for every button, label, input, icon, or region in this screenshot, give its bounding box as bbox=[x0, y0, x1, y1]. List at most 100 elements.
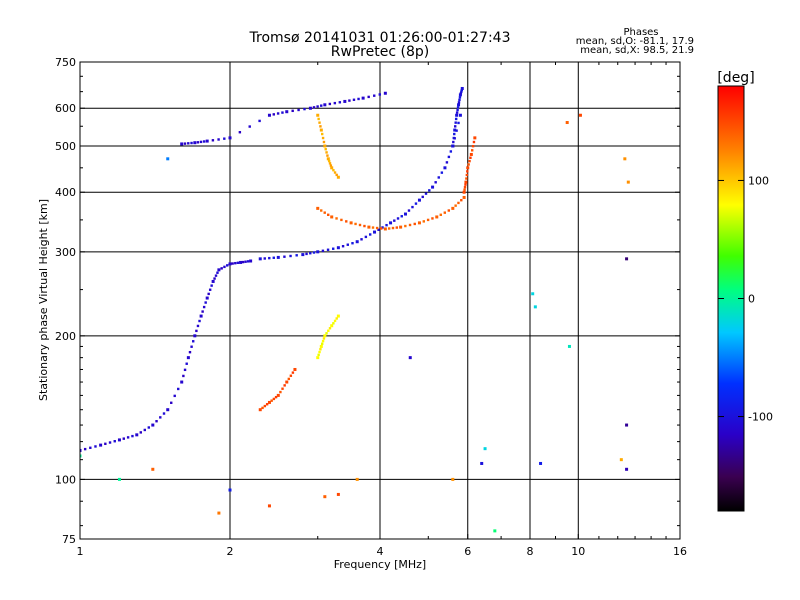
data-point bbox=[180, 142, 184, 146]
y-tick-label: 75 bbox=[62, 533, 76, 546]
data-point bbox=[325, 151, 328, 154]
data-point bbox=[625, 467, 629, 471]
data-point bbox=[443, 211, 446, 214]
data-point bbox=[469, 156, 472, 159]
y-axis-ticks: 75 100 200 300 400 500 600 750 bbox=[55, 56, 680, 546]
chart-subtitle: RwPretec (8p) bbox=[331, 44, 429, 60]
data-point bbox=[316, 356, 320, 360]
data-point bbox=[139, 431, 142, 434]
data-point bbox=[431, 217, 434, 220]
x-tick-label: 10 bbox=[571, 545, 585, 558]
x-tick-label: 1 bbox=[77, 545, 84, 558]
data-point bbox=[183, 368, 187, 372]
data-point bbox=[355, 240, 359, 244]
colorbar-label: [deg] bbox=[717, 70, 754, 86]
data-point bbox=[463, 188, 466, 191]
data-point bbox=[539, 461, 543, 465]
data-point bbox=[170, 401, 173, 404]
data-point bbox=[147, 426, 151, 429]
data-point bbox=[276, 393, 280, 397]
data-point bbox=[435, 215, 439, 219]
data-point bbox=[213, 277, 216, 280]
data-point bbox=[468, 159, 471, 163]
data-point bbox=[263, 257, 266, 260]
data-point bbox=[291, 109, 294, 113]
data-point bbox=[305, 252, 308, 256]
data-point bbox=[471, 149, 474, 152]
data-point bbox=[319, 128, 323, 132]
data-point bbox=[217, 511, 221, 515]
data-point bbox=[400, 215, 403, 218]
data-point bbox=[367, 225, 371, 229]
data-point bbox=[567, 344, 571, 348]
data-point bbox=[352, 98, 356, 101]
data-point bbox=[117, 438, 121, 442]
data-point bbox=[267, 113, 271, 117]
data-point bbox=[336, 314, 340, 318]
data-point bbox=[454, 204, 457, 207]
data-point bbox=[162, 412, 166, 415]
data-point bbox=[312, 251, 316, 254]
data-point bbox=[413, 222, 416, 226]
data-point bbox=[333, 319, 337, 323]
data-point bbox=[422, 220, 425, 223]
data-point bbox=[270, 399, 273, 402]
data-point bbox=[456, 106, 460, 109]
data-point bbox=[455, 113, 459, 117]
data-point bbox=[454, 125, 457, 128]
data-point bbox=[210, 284, 213, 287]
data-point bbox=[454, 121, 457, 124]
data-point bbox=[318, 350, 321, 354]
data-point bbox=[308, 106, 312, 110]
data-point bbox=[453, 128, 457, 132]
data-point bbox=[220, 267, 223, 270]
data-point bbox=[462, 195, 466, 199]
data-point bbox=[332, 247, 335, 250]
colorbar-tick-label: 0 bbox=[748, 293, 755, 306]
data-point bbox=[258, 257, 262, 261]
data-point bbox=[321, 132, 324, 136]
data-point bbox=[185, 362, 188, 365]
data-point bbox=[355, 477, 359, 481]
y-tick-label: 100 bbox=[55, 473, 76, 486]
data-point bbox=[193, 334, 197, 338]
data-point bbox=[322, 140, 326, 144]
data-point bbox=[417, 221, 421, 225]
data-point bbox=[295, 254, 298, 257]
data-point bbox=[268, 256, 271, 260]
data-point bbox=[122, 437, 125, 440]
data-point bbox=[316, 105, 319, 108]
data-point bbox=[159, 416, 162, 419]
data-point bbox=[456, 108, 459, 112]
data-point bbox=[326, 248, 330, 251]
data-point bbox=[276, 255, 280, 259]
data-point bbox=[457, 201, 460, 205]
data-point bbox=[199, 140, 203, 144]
y-tick-label: 300 bbox=[55, 246, 76, 259]
data-point bbox=[328, 102, 332, 106]
data-point bbox=[399, 225, 403, 229]
annotation-title: Phases bbox=[623, 27, 658, 38]
data-point bbox=[483, 447, 487, 451]
data-point bbox=[393, 219, 396, 222]
data-point bbox=[346, 243, 349, 246]
data-point bbox=[445, 161, 449, 164]
data-point bbox=[196, 141, 200, 144]
data-point bbox=[113, 440, 116, 443]
data-point bbox=[182, 374, 185, 378]
data-point bbox=[361, 96, 365, 100]
data-point bbox=[205, 296, 209, 300]
data-point bbox=[321, 339, 325, 343]
annotation-line2: mean, sd,X: 98.5, 21.9 bbox=[580, 45, 694, 56]
data-point bbox=[94, 445, 97, 448]
data-point bbox=[248, 125, 251, 128]
data-point bbox=[193, 141, 197, 145]
data-point bbox=[202, 140, 206, 143]
data-point bbox=[385, 223, 388, 227]
data-point bbox=[135, 433, 139, 437]
data-point bbox=[281, 111, 284, 114]
data-point bbox=[340, 218, 343, 222]
data-point bbox=[202, 305, 206, 309]
data-point bbox=[198, 319, 201, 323]
data-point bbox=[326, 157, 330, 161]
